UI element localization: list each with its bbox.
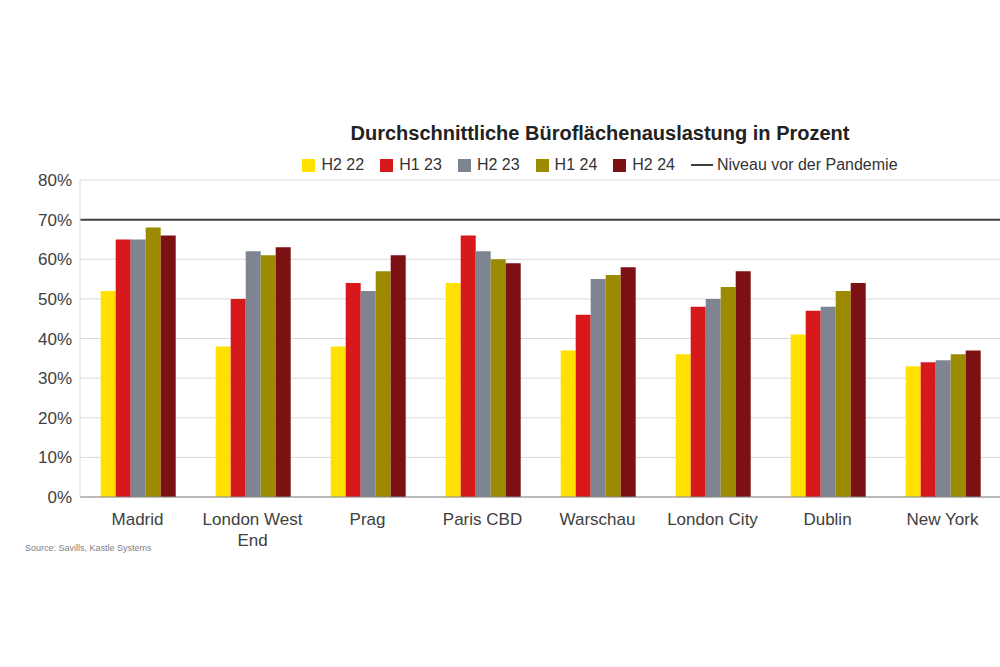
svg-text:Madrid: Madrid [112,510,164,529]
html-text:H2 23: H2 23 [476,156,520,173]
html-text:H2 22: H2 22 [321,156,365,173]
svg-text:Warschau: Warschau [560,510,636,529]
svg-text:30%: 30% [38,369,72,388]
svg-text:0%: 0% [47,488,72,507]
svg-text:80%: 80% [38,171,72,190]
svg-text:Dublin: Dublin [803,510,851,529]
svg-text:40%: 40% [38,330,72,349]
svg-text:70%: 70% [38,211,72,230]
svg-text:Prag: Prag [350,510,386,529]
html-text:H1 23: H1 23 [399,156,442,173]
svg-text:50%: 50% [38,290,72,309]
svg-text:20%: 20% [38,409,72,428]
html-text:Niveau vor der Pandemie: Niveau vor der Pandemie [717,156,898,173]
html-text:H2 24: H2 24 [632,156,675,173]
svg-text:New York: New York [907,510,979,529]
svg-text:60%: 60% [38,250,72,269]
html-text:Source: Savills, Kastle System: Source: Savills, Kastle Systems [25,543,152,553]
html-text:Durchschnittliche Büroflächena: Durchschnittliche Büroflächenauslastung … [350,122,850,144]
svg-text:10%: 10% [38,448,72,467]
svg-text:London West: London West [203,510,303,529]
html-text:H1 24: H1 24 [554,156,598,173]
svg-text:End: End [237,531,267,550]
svg-text:London City: London City [667,510,758,529]
svg-text:Paris CBD: Paris CBD [443,510,522,529]
